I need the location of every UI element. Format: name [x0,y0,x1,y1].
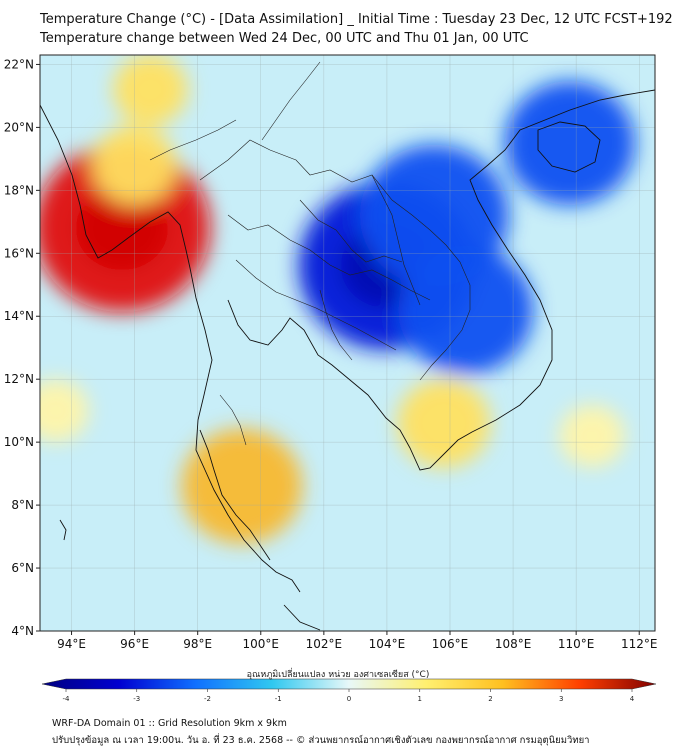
lat-label: 12°N [4,372,34,386]
colorbar-tick-label: 3 [559,695,563,703]
anomaly-hainan [504,81,635,206]
lon-label: 96°E [120,637,149,651]
anomaly-south-laos [398,245,534,375]
lon-label: 100°E [243,637,280,651]
colorbar-tick-label: -1 [275,695,282,703]
lon-label: 112°E [621,637,658,651]
lon-label: 102°E [306,637,343,651]
colorbar-tick-label: 1 [418,695,422,703]
colorbar-tick-label: -3 [133,695,140,703]
lat-label: 18°N [4,183,34,197]
anomaly-south-china-sea [559,404,625,468]
lat-label: 22°N [4,57,34,71]
update-credit: ปรับปรุงข้อมูล ณ เวลา 19:00น. วัน อ. ที่… [52,735,590,746]
anomaly-upper-myanmar [113,55,188,126]
lat-label: 16°N [4,246,34,260]
colorbar-tick-label: 2 [488,695,492,703]
colorbar-tick-label: 4 [630,695,635,703]
lat-label: 14°N [4,309,34,323]
anomaly-andaman-sea [40,379,89,442]
colorbar-tick-label: -4 [63,695,71,703]
colorbar-tick-label: -2 [204,695,211,703]
colorbar: -4 -3 -2 -1 0 1 2 3 4 [41,678,657,703]
lon-label: 110°E [558,637,595,651]
lon-label: 94°E [57,637,86,651]
lat-label: 20°N [4,120,34,134]
lat-label: 8°N [11,498,34,512]
lat-label: 4°N [11,624,34,638]
lon-label: 104°E [369,637,406,651]
map-subtitle: Temperature change between Wed 24 Dec, 0… [40,31,529,46]
map-title: Temperature Change (°C) - [Data Assimila… [40,12,673,27]
model-info: WRF-DA Domain 01 :: Grid Resolution 9km … [52,718,287,729]
lon-label: 108°E [495,637,532,651]
anomaly-mekong-delta [397,378,491,468]
colorbar-tick-label: 0 [347,695,351,703]
anomaly-south-thailand [181,428,303,544]
coastlines [40,89,655,631]
lon-label: 98°E [183,637,212,651]
anomaly-core-myanmar-coast [75,186,169,271]
admin-borders [149,61,471,446]
lon-label: 106°E [432,637,469,651]
map-frame [39,54,656,632]
colorbar-label: อุณหภูมิเปลี่ยนแปลง หน่วย องศาเซลเซียส (… [246,670,430,680]
lat-label: 6°N [11,561,34,575]
lat-label: 10°N [4,435,34,449]
